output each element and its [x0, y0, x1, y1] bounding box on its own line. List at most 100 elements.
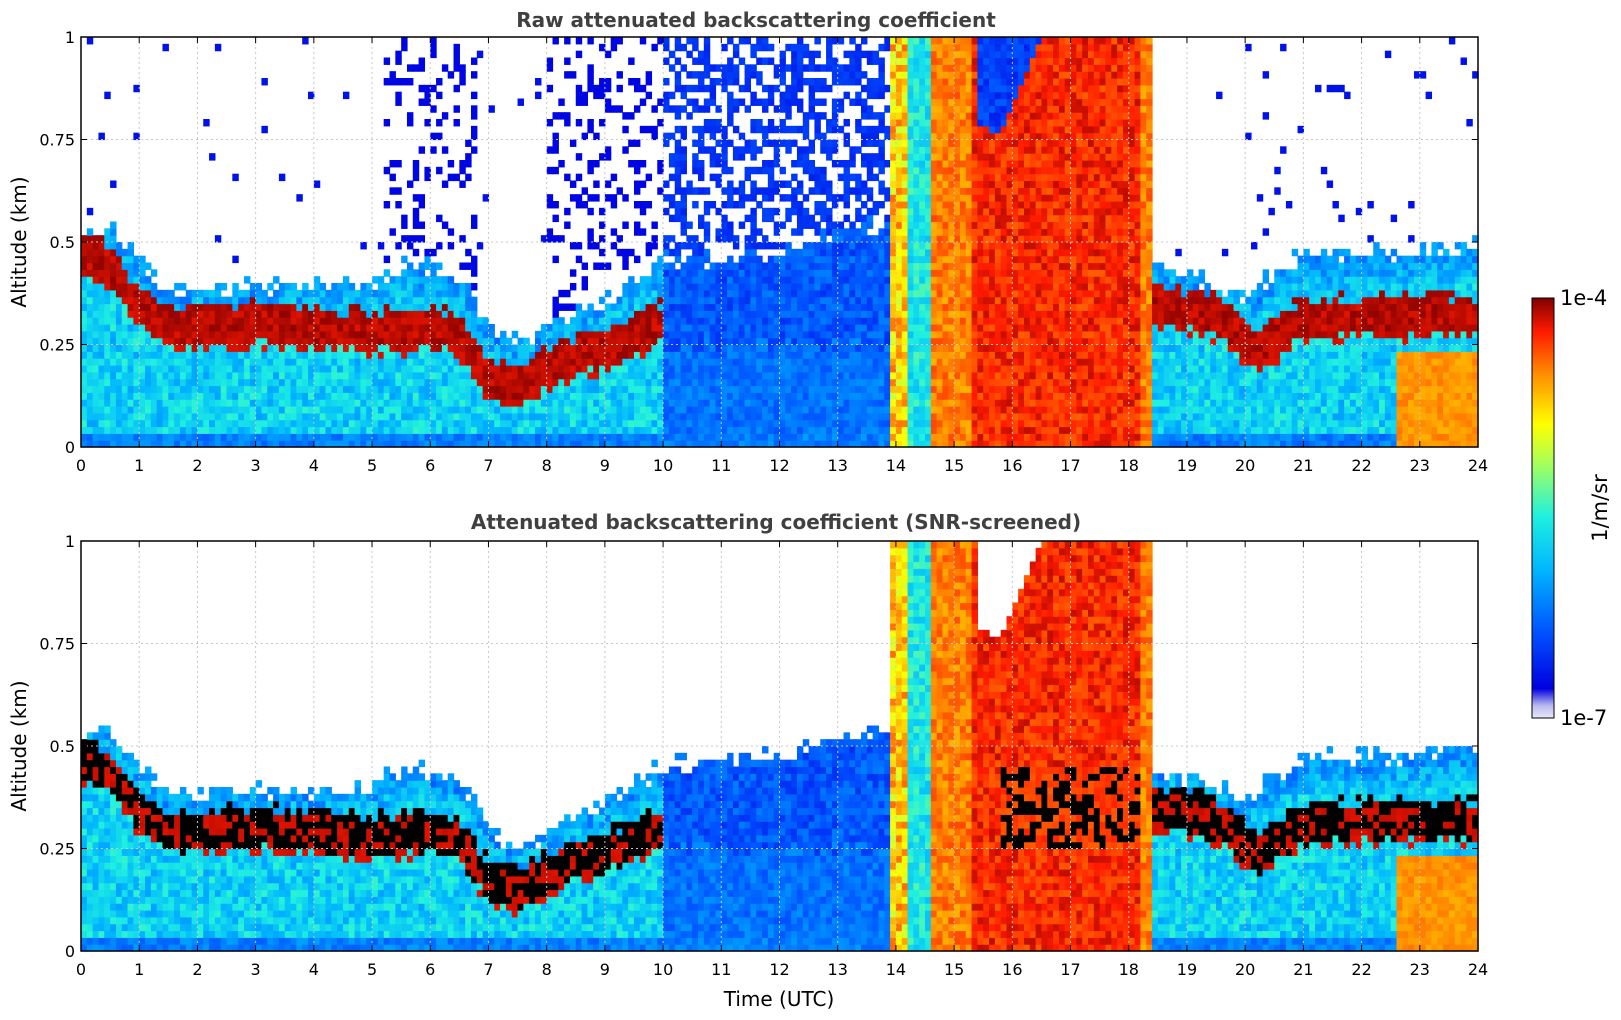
heatmap-cell [540, 426, 548, 434]
heatmap-cell [855, 235, 862, 243]
heatmap-cell [418, 344, 426, 352]
heatmap-cell [459, 324, 466, 332]
heatmap-cell [273, 371, 280, 380]
heatmap-cell [878, 337, 885, 346]
heatmap-cell [325, 337, 332, 346]
heatmap-cell [441, 276, 449, 284]
heatmap-cell [313, 426, 321, 434]
heatmap-cell [209, 412, 216, 421]
heatmap-cell [471, 392, 478, 400]
heatmap-cell [715, 78, 722, 86]
heatmap-cell [779, 317, 786, 325]
heatmap-cell [727, 57, 734, 65]
heatmap-cell [703, 440, 711, 448]
heatmap-cell [459, 406, 466, 414]
heatmap-cell [698, 255, 705, 264]
heatmap-cell [331, 412, 338, 421]
heatmap-cell [127, 296, 134, 305]
heatmap-cell [860, 214, 868, 223]
heatmap-cell [383, 78, 391, 86]
heatmap-cell [360, 283, 367, 291]
heatmap-cell [686, 378, 693, 387]
heatmap-cell [692, 317, 699, 325]
heatmap-cell [168, 330, 175, 339]
heatmap-cell [698, 269, 705, 277]
heatmap-cell [179, 317, 187, 325]
heatmap-cell [762, 194, 769, 202]
heatmap-cell [901, 324, 909, 332]
heatmap-cell [290, 283, 297, 291]
heatmap-cell [168, 365, 175, 373]
heatmap-cell [692, 378, 699, 387]
heatmap-cell [826, 228, 833, 236]
heatmap-cell [232, 358, 239, 366]
heatmap-cell [826, 324, 833, 332]
heatmap-cell [744, 358, 751, 366]
heatmap-cell [267, 317, 274, 325]
heatmap-cell [866, 248, 874, 257]
heatmap-cell [575, 50, 583, 59]
heatmap-cell [98, 255, 105, 264]
heatmap-cell [121, 289, 129, 298]
heatmap-cell [715, 406, 722, 414]
heatmap-cell [552, 139, 559, 147]
heatmap-cell [901, 242, 909, 250]
heatmap-cell [930, 337, 938, 346]
heatmap-cell [895, 105, 903, 113]
heatmap-cell [139, 262, 146, 270]
heatmap-cell [639, 392, 647, 400]
heatmap-cell [901, 248, 909, 257]
heatmap-cell [703, 317, 711, 325]
heatmap-cell [907, 303, 914, 311]
heatmap-cell [412, 283, 420, 291]
heatmap-cell [744, 365, 751, 373]
heatmap-cell [925, 125, 932, 134]
heatmap-cell [354, 365, 361, 373]
heatmap-cell [471, 433, 478, 441]
heatmap-cell [668, 235, 676, 243]
heatmap-cell [569, 194, 577, 202]
heatmap-cell [471, 399, 478, 407]
heatmap-cell [209, 358, 216, 366]
heatmap-cell [209, 406, 216, 414]
heatmap-cell [406, 242, 414, 250]
heatmap-cell [651, 303, 658, 311]
heatmap-cell [890, 173, 897, 182]
heatmap-cell [913, 50, 920, 59]
heatmap-cell [150, 419, 158, 428]
heatmap-cell [645, 433, 653, 441]
heatmap-cell [150, 440, 158, 448]
heatmap-cell [895, 187, 903, 195]
heatmap-cell [895, 112, 903, 120]
heatmap-cell [243, 303, 251, 311]
heatmap-cell [907, 242, 914, 250]
heatmap-cell [698, 378, 705, 387]
heatmap-cell [342, 358, 350, 366]
heatmap-cell [325, 344, 332, 352]
heatmap-cell [831, 269, 839, 277]
heatmap-cell [668, 214, 676, 223]
heatmap-cell [424, 98, 431, 106]
heatmap-cell [680, 187, 687, 195]
heatmap-cell [913, 296, 920, 305]
heatmap-cell [325, 412, 332, 421]
heatmap-cell [261, 399, 268, 407]
heatmap-cell [930, 317, 938, 325]
heatmap-cell [174, 378, 181, 387]
heatmap-cell [145, 324, 152, 332]
heatmap-cell [564, 37, 571, 45]
heatmap-cell [919, 399, 926, 407]
heatmap-cell [721, 146, 728, 154]
heatmap-cell [418, 358, 426, 366]
heatmap-cell [698, 214, 705, 223]
heatmap-cell [569, 365, 577, 373]
heatmap-cell [919, 64, 926, 72]
heatmap-cell [890, 262, 897, 270]
heatmap-cell [930, 276, 938, 284]
heatmap-cell [628, 392, 635, 400]
heatmap-cell [86, 228, 94, 236]
heatmap-cell [383, 344, 391, 352]
heatmap-cell [133, 337, 140, 346]
heatmap-cell [348, 324, 356, 332]
heatmap-cell [680, 433, 687, 441]
